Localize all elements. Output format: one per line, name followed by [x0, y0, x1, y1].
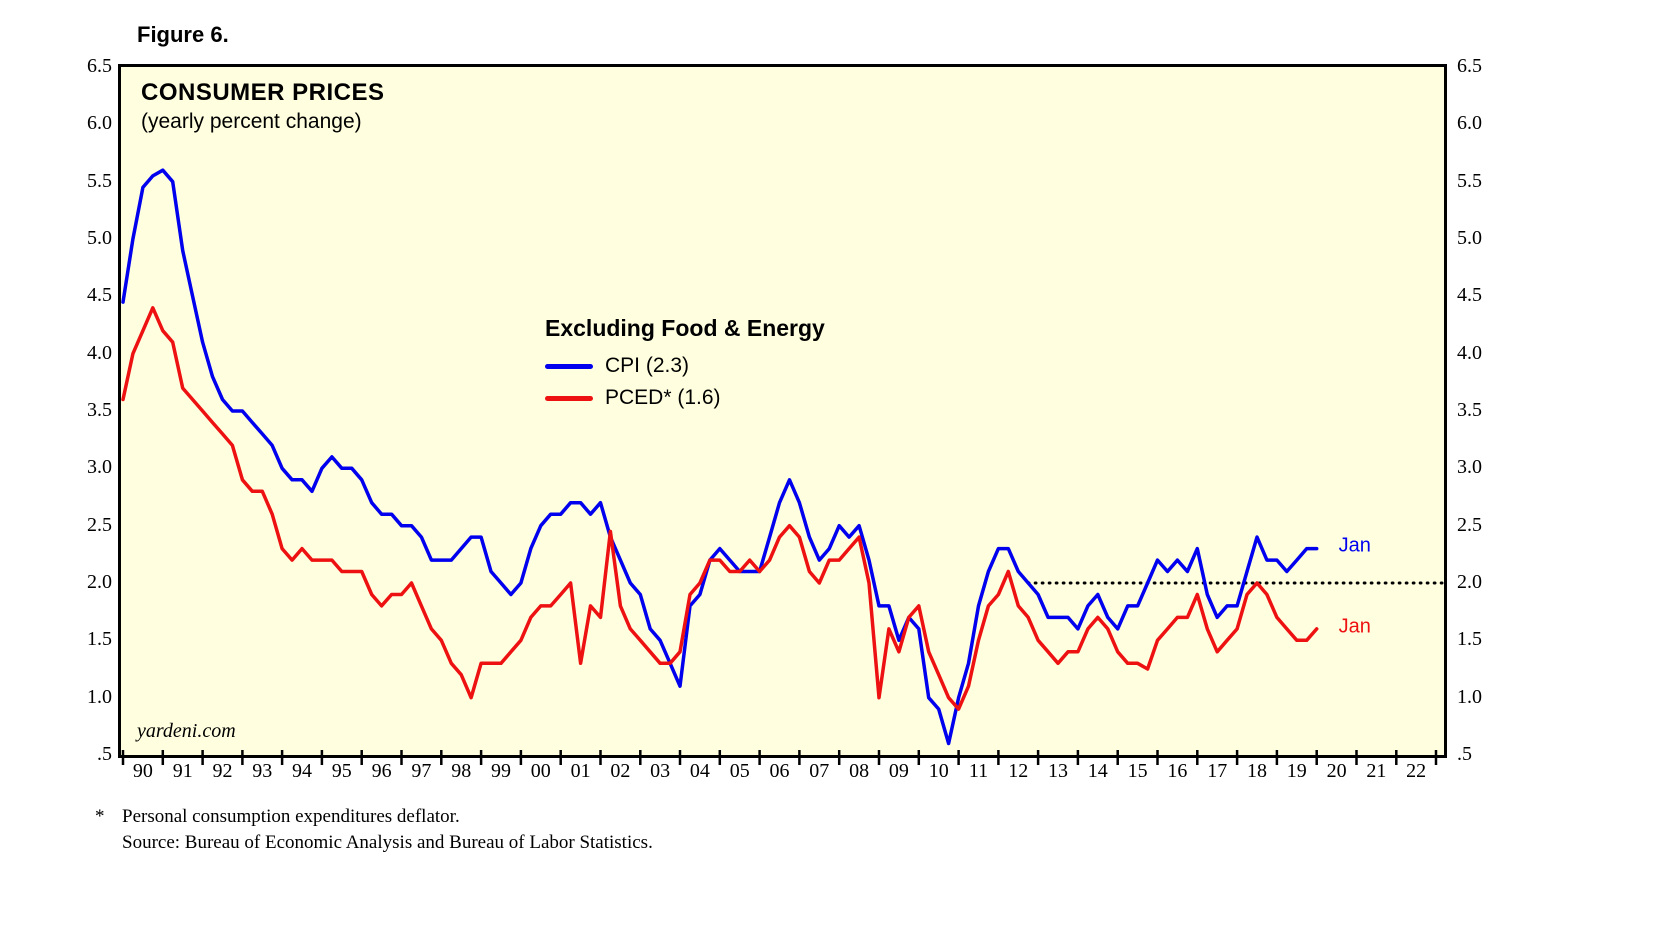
y-axis-right: 6.5 6.0 5.5 5.0 4.5 4.0 3.5 3.0 2.5 2.0 1.5 1.0 .5 — [1457, 55, 1503, 765]
y-axis-label: 6.5 — [1457, 55, 1482, 78]
x-axis-label: 03 — [650, 760, 671, 782]
plot-svg — [121, 168, 1446, 765]
chart-title: CONSUMER PRICES — [141, 79, 385, 106]
chart-subtitle: (yearly percent change) — [141, 110, 362, 134]
x-axis-label: 94 — [292, 760, 312, 782]
x-axis-label: 16 — [1167, 760, 1188, 782]
legend-label-cpi: CPI (2.3) — [605, 354, 690, 377]
y-axis-label: 4.5 — [1457, 284, 1482, 307]
cpi-line-swatch — [545, 363, 593, 369]
y-axis-label: 2.0 — [1457, 571, 1482, 594]
y-axis-label: 4.0 — [87, 341, 112, 364]
annotation-jan-cpi: Jan — [1338, 534, 1371, 557]
x-axis-label: 00 — [530, 760, 551, 782]
y-axis-label: 5.0 — [1457, 227, 1482, 250]
pced-line-swatch — [545, 395, 593, 401]
figure-label: Figure 6. — [137, 22, 229, 47]
x-axis-label: 04 — [689, 760, 710, 782]
y-axis-label: 3.5 — [1457, 399, 1482, 422]
x-axis-label: 98 — [451, 760, 472, 782]
x-axis-label: 21 — [1366, 760, 1387, 782]
x-axis-label: 12 — [1008, 760, 1029, 782]
x-axis-label: 15 — [1127, 760, 1148, 782]
x-axis-label: 95 — [331, 760, 352, 782]
x-axis-label: 02 — [610, 760, 631, 782]
footnote-spacer — [95, 830, 122, 856]
y-axis-label: 5.0 — [87, 227, 112, 250]
x-axis-label: 97 — [411, 760, 432, 782]
y-axis-label: 1.5 — [87, 628, 112, 651]
y-axis-label: 6.0 — [1457, 112, 1482, 135]
y-axis-label: 4.0 — [1457, 341, 1482, 364]
x-axis-label: 06 — [769, 760, 790, 782]
plot-frame: CONSUMER PRICES (yearly percent change) … — [118, 64, 1447, 765]
x-axis-label: 05 — [729, 760, 750, 782]
x-axis-label: 18 — [1247, 760, 1267, 782]
legend-item-pced: PCED* (1.6) — [545, 382, 825, 414]
x-axis-label: 22 — [1406, 760, 1427, 782]
y-axis-left: 6.5 6.0 5.5 5.0 4.5 4.0 3.5 3.0 2.5 2.0 1.5 1.0 .5 — [66, 55, 112, 765]
annotation-jan-pced: Jan — [1338, 615, 1371, 638]
y-axis-label: 1.5 — [1457, 628, 1482, 651]
x-axis: 90 91 92 93 94 95 96 97 98 99 00 01 02 03 04 05 06 07 08 09… — [121, 760, 1444, 786]
footnote-line1: Personal consumption expenditures deflat… — [122, 806, 460, 827]
pced-line — [121, 306, 1319, 711]
y-axis-label: 1.0 — [87, 685, 112, 708]
y-axis-label: 5.5 — [1457, 169, 1482, 192]
x-axis-label: 13 — [1048, 760, 1068, 782]
footnote-marker: * — [95, 806, 105, 827]
y-axis-label: 2.5 — [87, 513, 112, 536]
x-axis-label: 96 — [371, 760, 392, 782]
legend-item-cpi: CPI (2.3) — [545, 350, 825, 382]
x-axis-label: 07 — [809, 760, 830, 782]
watermark: yardeni.com — [137, 720, 236, 742]
x-axis-label: 08 — [849, 760, 870, 782]
legend-label-pced: PCED* (1.6) — [605, 386, 721, 409]
x-axis-label: 17 — [1207, 760, 1228, 782]
y-axis-label: 6.0 — [87, 112, 112, 135]
x-axis-label: 19 — [1286, 760, 1307, 782]
x-axis-label: 11 — [968, 760, 989, 782]
x-axis-label: 14 — [1087, 760, 1108, 782]
x-axis-label: 10 — [928, 760, 949, 782]
y-axis-label: 2.0 — [87, 571, 112, 594]
x-axis-label: 90 — [132, 760, 153, 782]
x-axis-label: 20 — [1326, 760, 1347, 782]
x-axis-label: 01 — [570, 760, 591, 782]
y-axis-label: .5 — [1457, 743, 1472, 766]
y-axis-label: 3.0 — [87, 456, 112, 479]
x-axis-label: 92 — [212, 760, 233, 782]
y-axis-label: 3.0 — [1457, 456, 1482, 479]
x-axis-label: 91 — [172, 760, 193, 782]
plot-area: CONSUMER PRICES (yearly percent change) … — [121, 67, 1446, 765]
x-axis-label: 99 — [491, 760, 511, 782]
chart-title-block: CONSUMER PRICES (yearly percent change) — [141, 77, 385, 135]
cpi-line — [121, 168, 1319, 746]
y-axis-label: 1.0 — [1457, 685, 1482, 708]
y-axis-label: 4.5 — [87, 284, 112, 307]
y-axis-label: .5 — [97, 743, 112, 766]
x-axis-label: 09 — [888, 760, 909, 782]
y-axis-label: 3.5 — [87, 399, 112, 422]
legend: Excluding Food & Energy CPI (2.3) PCED* … — [545, 315, 825, 414]
footnotes: * Personal consumption expenditures defl… — [95, 804, 653, 855]
x-axis-label: 93 — [252, 760, 273, 782]
y-axis-label: 5.5 — [87, 169, 112, 192]
footnote-line2: Source: Bureau of Economic Analysis and … — [122, 831, 653, 853]
legend-heading: Excluding Food & Energy — [545, 315, 825, 341]
y-axis-label: 6.5 — [87, 55, 112, 78]
y-axis-label: 2.5 — [1457, 513, 1482, 536]
